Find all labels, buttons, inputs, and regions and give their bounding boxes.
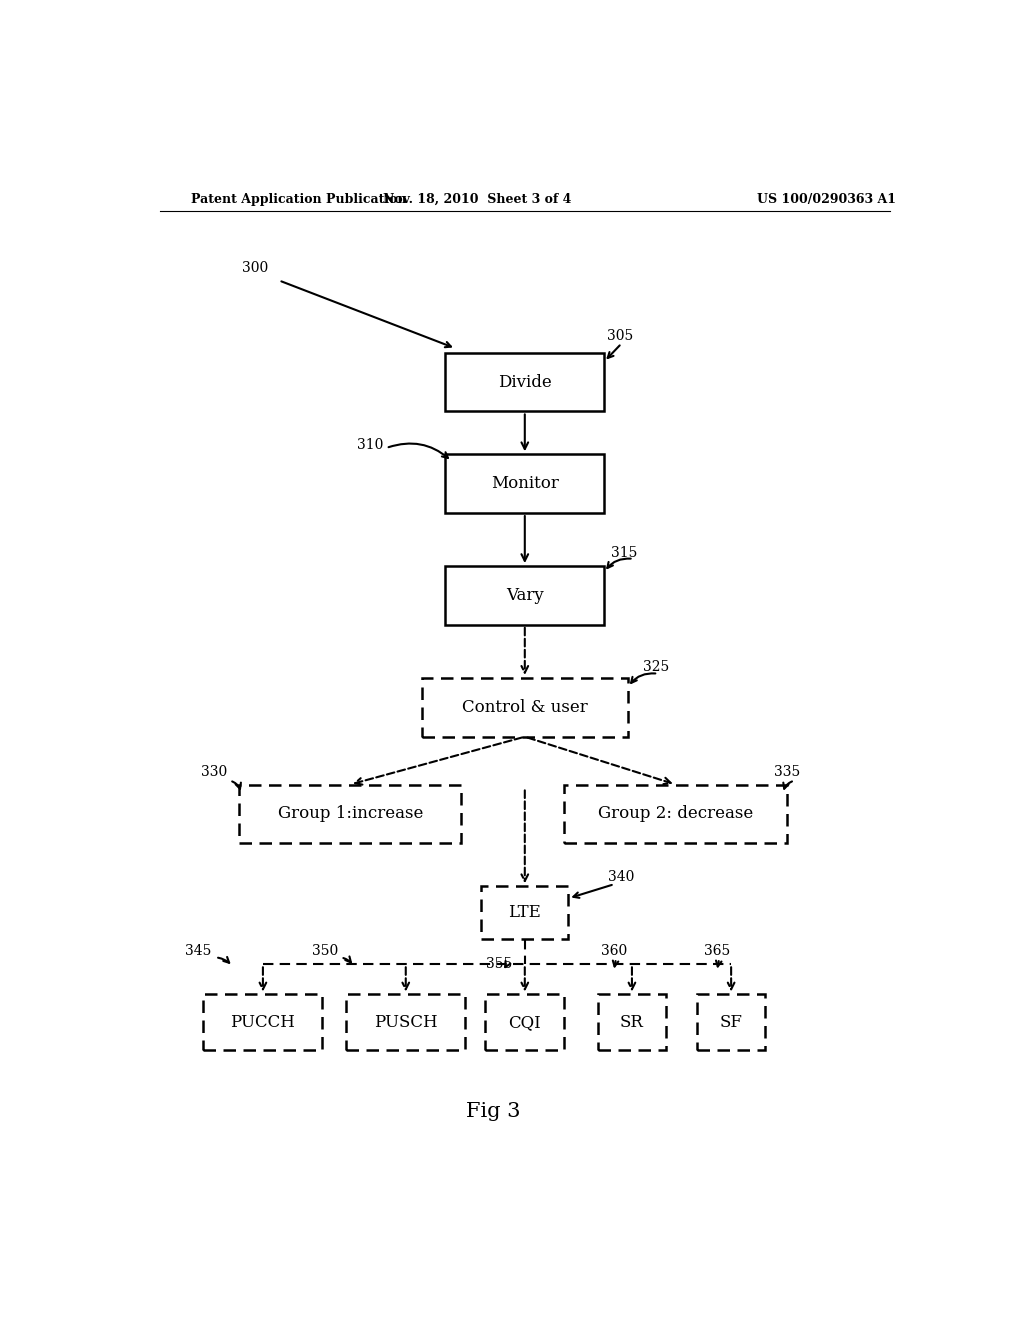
- Bar: [481, 886, 568, 939]
- Text: 305: 305: [607, 329, 633, 343]
- Text: 325: 325: [643, 660, 669, 673]
- Text: Fig 3: Fig 3: [466, 1102, 520, 1121]
- Bar: [204, 994, 323, 1051]
- Text: PUCCH: PUCCH: [230, 1014, 295, 1031]
- Text: 300: 300: [242, 261, 268, 275]
- Text: Vary: Vary: [506, 587, 544, 605]
- Text: Nov. 18, 2010  Sheet 3 of 4: Nov. 18, 2010 Sheet 3 of 4: [383, 193, 571, 206]
- Text: 310: 310: [356, 438, 383, 451]
- Text: Group 2: decrease: Group 2: decrease: [598, 805, 754, 822]
- Text: SF: SF: [720, 1014, 742, 1031]
- Text: 340: 340: [608, 870, 635, 884]
- Text: 335: 335: [773, 766, 800, 779]
- Text: 355: 355: [486, 957, 513, 972]
- Text: LTE: LTE: [508, 904, 542, 921]
- Text: 315: 315: [610, 545, 637, 560]
- Bar: [445, 566, 604, 624]
- Text: Patent Application Publication: Patent Application Publication: [191, 193, 407, 206]
- Text: US 100/0290363 A1: US 100/0290363 A1: [757, 193, 896, 206]
- Bar: [422, 677, 628, 737]
- Text: Monitor: Monitor: [490, 475, 559, 492]
- Text: Divide: Divide: [498, 374, 552, 391]
- Text: 345: 345: [184, 944, 211, 958]
- Text: 365: 365: [703, 944, 730, 958]
- Bar: [445, 454, 604, 513]
- Text: Control & user: Control & user: [462, 698, 588, 715]
- Text: PUSCH: PUSCH: [374, 1014, 437, 1031]
- Bar: [445, 352, 604, 412]
- Bar: [697, 994, 765, 1051]
- Bar: [346, 994, 465, 1051]
- Text: 330: 330: [201, 766, 227, 779]
- Text: CQI: CQI: [509, 1014, 541, 1031]
- Bar: [598, 994, 666, 1051]
- Text: 360: 360: [601, 944, 628, 958]
- Bar: [564, 784, 786, 843]
- Bar: [485, 994, 564, 1051]
- Text: SR: SR: [620, 1014, 644, 1031]
- Bar: [240, 784, 461, 843]
- Text: 350: 350: [311, 944, 338, 958]
- Text: Group 1:increase: Group 1:increase: [278, 805, 423, 822]
